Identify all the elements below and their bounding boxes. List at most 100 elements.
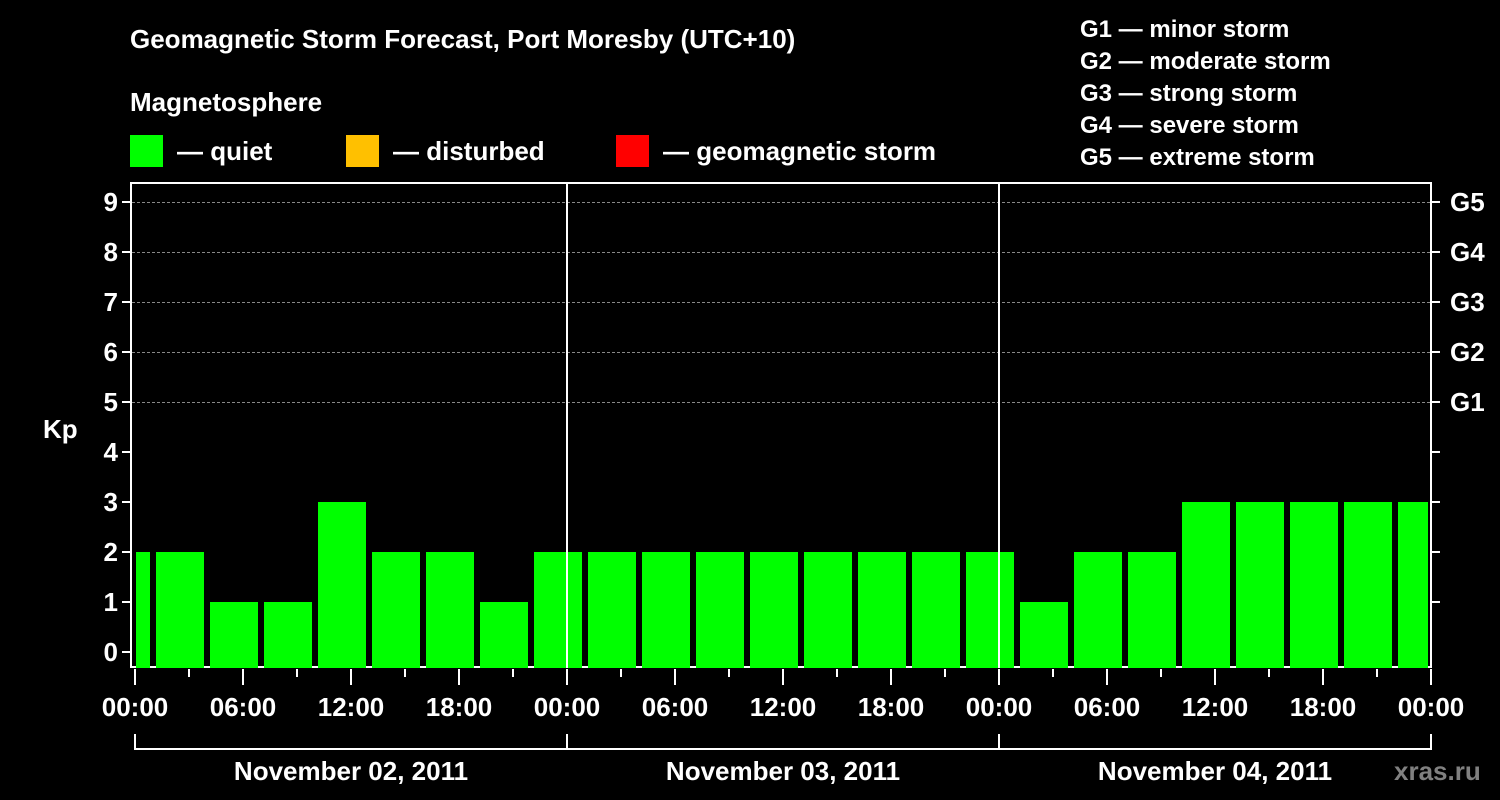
x-tick-label: 18:00: [1289, 692, 1357, 722]
y-tick-label: 7: [103, 287, 118, 317]
x-major-tick: [1214, 669, 1216, 685]
x-minor-tick: [620, 669, 622, 677]
x-minor-tick: [404, 669, 406, 677]
kp-bar: [1020, 602, 1068, 668]
g-scale-legend: G1 — minor storm G2 — moderate storm G3 …: [1080, 14, 1331, 174]
date-bracket-tick: [566, 734, 568, 750]
y-tick: [122, 651, 130, 653]
y-tick-label: 5: [103, 387, 118, 417]
x-minor-tick: [512, 669, 514, 677]
x-minor-tick: [944, 669, 946, 677]
chart-title: Geomagnetic Storm Forecast, Port Moresby…: [130, 24, 796, 54]
kp-bar: [642, 552, 690, 668]
x-tick-label: 06:00: [641, 692, 709, 722]
x-tick-label: 12:00: [317, 692, 385, 722]
date-label: November 04, 2011: [1097, 756, 1333, 786]
y-tick-label: 2: [103, 537, 118, 567]
kp-bar: [1398, 502, 1428, 668]
date-label: November 02, 2011: [233, 756, 469, 786]
x-major-tick: [134, 669, 136, 685]
legend-storm: — geomagnetic storm: [616, 135, 936, 167]
g-level-label: G1: [1450, 387, 1485, 417]
x-major-tick: [1430, 669, 1432, 685]
y-tick: [122, 251, 130, 253]
kp-bar: [1128, 552, 1176, 668]
kp-bar: [588, 552, 636, 668]
kp-bar: [1074, 552, 1122, 668]
day-separator: [998, 182, 1000, 668]
x-major-tick: [998, 669, 1000, 685]
x-minor-tick: [296, 669, 298, 677]
right-tick: [1432, 351, 1440, 353]
x-tick-label: 00:00: [965, 692, 1033, 722]
right-tick: [1432, 251, 1440, 253]
right-tick: [1432, 551, 1440, 553]
gridline: [132, 202, 1430, 203]
g-level-label: G2: [1450, 337, 1485, 367]
right-tick: [1432, 201, 1440, 203]
date-bracket-tick: [998, 734, 1000, 750]
gridline: [132, 352, 1430, 353]
g-scale-item: G5 — extreme storm: [1080, 144, 1315, 171]
x-major-tick: [782, 669, 784, 685]
kp-bar: [210, 602, 258, 668]
legend-label: — disturbed: [393, 136, 545, 166]
x-tick-label: 18:00: [425, 692, 493, 722]
g-scale-item: G4 — severe storm: [1080, 112, 1299, 139]
date-bracket-line: [135, 748, 1432, 750]
watermark: xras.ru: [1394, 756, 1481, 786]
g-level-label: G5: [1450, 187, 1485, 217]
y-tick: [122, 401, 130, 403]
kp-bar: [1236, 502, 1284, 668]
y-tick: [122, 451, 130, 453]
y-axis-label: Kp: [43, 414, 78, 444]
gridline: [132, 302, 1430, 303]
kp-bar: [750, 552, 798, 668]
legend-disturbed: — disturbed: [346, 135, 545, 167]
date-bracket-tick: [134, 734, 136, 750]
legend-label: — quiet: [177, 136, 273, 166]
y-tick: [122, 301, 130, 303]
g-level-label: G4: [1450, 237, 1485, 267]
chart-subtitle: Magnetosphere: [130, 87, 323, 117]
disturbed-swatch-icon: [346, 135, 379, 167]
legend-label: — geomagnetic storm: [663, 136, 937, 166]
y-tick: [122, 501, 130, 503]
quiet-swatch-icon: [130, 135, 163, 167]
x-major-tick: [566, 669, 568, 685]
x-major-tick: [242, 669, 244, 685]
kp-bar: [264, 602, 312, 668]
g-scale-item: G2 — moderate storm: [1080, 48, 1331, 75]
gridline: [132, 402, 1430, 403]
x-minor-tick: [836, 669, 838, 677]
right-tick: [1432, 601, 1440, 603]
y-tick: [122, 551, 130, 553]
right-tick: [1432, 401, 1440, 403]
legend-quiet: — quiet: [130, 135, 272, 167]
kp-bar: [156, 552, 204, 668]
x-major-tick: [458, 669, 460, 685]
date-label: November 03, 2011: [665, 756, 901, 786]
kp-bar: [1344, 502, 1392, 668]
x-major-tick: [890, 669, 892, 685]
kp-bar: [372, 552, 420, 668]
x-tick-label: 18:00: [857, 692, 925, 722]
y-tick-label: 4: [103, 437, 118, 467]
kp-bar: [804, 552, 852, 668]
kp-bar: [136, 552, 150, 668]
right-tick: [1432, 451, 1440, 453]
g-level-label: G3: [1450, 287, 1485, 317]
x-tick-label: 00:00: [533, 692, 601, 722]
x-tick-label: 00:00: [1397, 692, 1465, 722]
x-major-tick: [674, 669, 676, 685]
x-tick-label: 12:00: [1181, 692, 1249, 722]
x-tick-label: 12:00: [749, 692, 817, 722]
x-major-tick: [1322, 669, 1324, 685]
x-minor-tick: [1376, 669, 1378, 677]
y-tick-label: 0: [103, 637, 118, 667]
right-tick: [1432, 301, 1440, 303]
y-tick-label: 8: [103, 237, 118, 267]
kp-bar: [696, 552, 744, 668]
x-tick-label: 06:00: [209, 692, 277, 722]
date-bracket-tick: [1430, 734, 1432, 750]
